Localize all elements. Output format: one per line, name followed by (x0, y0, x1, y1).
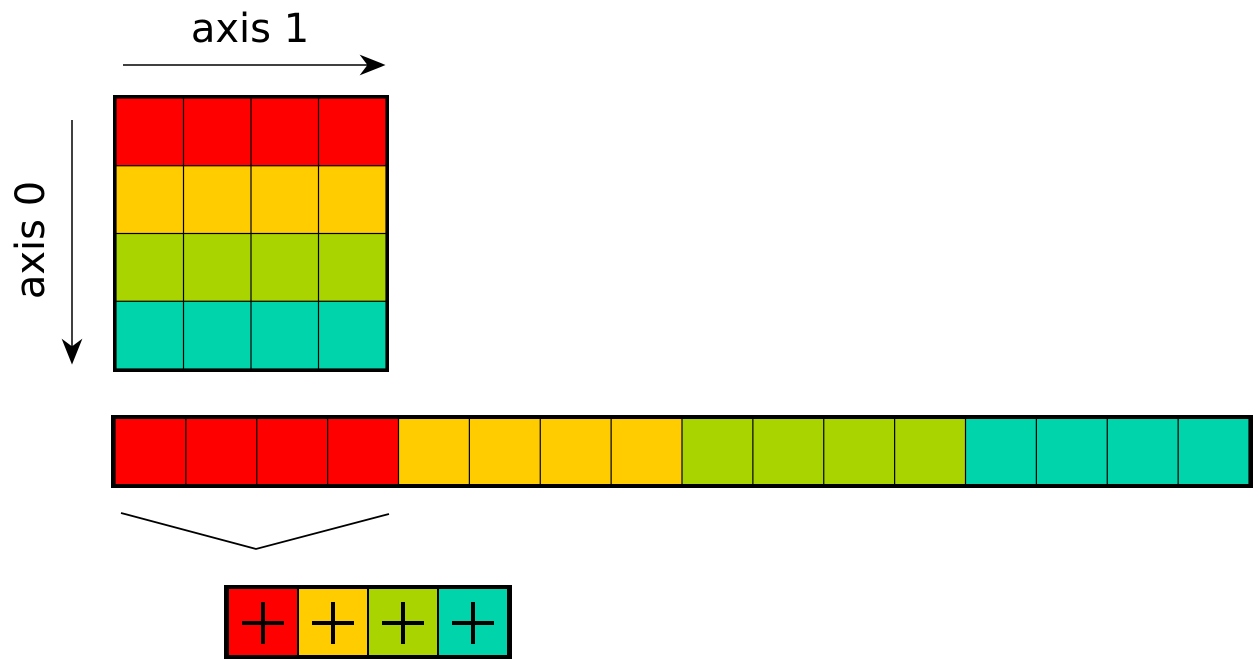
plus-icon (242, 602, 284, 644)
strip-cell (1107, 419, 1178, 484)
strip-cell (1178, 419, 1249, 484)
plus-icon (312, 602, 354, 644)
grid-cell (184, 166, 251, 233)
grid-cell (184, 234, 251, 301)
strip-cell (469, 419, 540, 484)
grid-cell (251, 98, 318, 166)
strip-cell (682, 419, 753, 484)
plus-icon (452, 602, 494, 644)
grid-cell (116, 98, 183, 166)
reduced-result-array (224, 585, 512, 659)
2d-array-grid (113, 95, 389, 372)
strip-cell (895, 419, 965, 484)
grid-cell (184, 301, 251, 369)
grid-cell (251, 166, 318, 233)
strip-cell (540, 419, 611, 484)
strip-cell (611, 419, 682, 484)
strip-cell (115, 419, 186, 484)
flattened-array (111, 415, 1253, 488)
strip-cell (753, 419, 824, 484)
strip-cell (328, 419, 398, 484)
grid-cell (184, 98, 251, 166)
grid-cell (319, 98, 386, 166)
strip-cell (399, 419, 469, 484)
axis-1-label: axis 1 (191, 6, 309, 52)
grid-cell (116, 301, 183, 369)
axis-0-label: axis 0 (8, 181, 54, 299)
grid-cell (251, 234, 318, 301)
grid-cell (319, 301, 386, 369)
strip-cell (257, 419, 328, 484)
grid-cell (116, 234, 183, 301)
grid-cell (319, 234, 386, 301)
strip-cell (186, 419, 257, 484)
grid-cell (319, 166, 386, 233)
strip-cell (966, 419, 1036, 484)
grid-cell (251, 301, 318, 369)
plus-icon (382, 602, 424, 644)
reduction-bracket (120, 512, 390, 550)
strip-cell (824, 419, 895, 484)
strip-cell (1036, 419, 1107, 484)
grid-cell (116, 166, 183, 233)
